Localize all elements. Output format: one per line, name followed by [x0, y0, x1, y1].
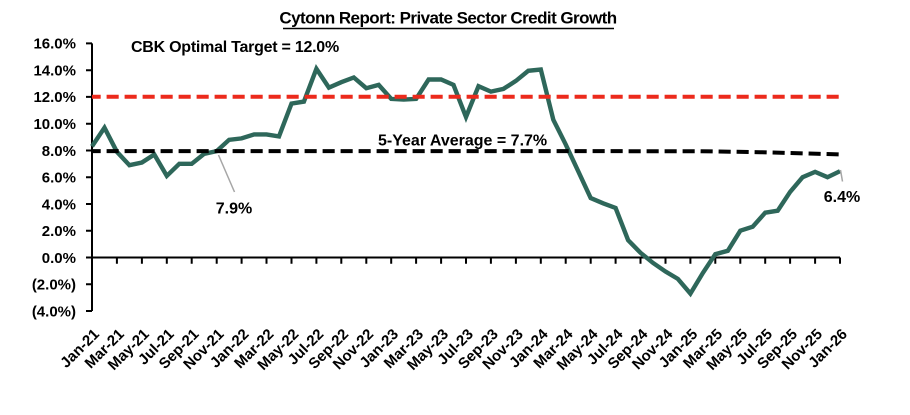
svg-text:16.0%: 16.0%	[33, 36, 76, 53]
svg-text:14.0%: 14.0%	[33, 63, 76, 80]
svg-text:7.9%: 7.9%	[216, 201, 252, 218]
svg-text:12.0%: 12.0%	[33, 89, 76, 106]
svg-text:4.0%: 4.0%	[42, 196, 76, 213]
svg-text:0.0%: 0.0%	[42, 250, 76, 267]
svg-text:5-Year Average = 7.7%: 5-Year Average = 7.7%	[378, 133, 547, 150]
svg-text:(4.0%): (4.0%)	[32, 303, 76, 320]
svg-text:2.0%: 2.0%	[42, 223, 76, 240]
svg-text:6.0%: 6.0%	[42, 170, 76, 187]
svg-text:8.0%: 8.0%	[42, 143, 76, 160]
svg-text:(2.0%): (2.0%)	[32, 277, 76, 294]
svg-text:Cytonn Report: Private Sector: Cytonn Report: Private Sector Credit Gro…	[279, 9, 616, 28]
svg-text:10.0%: 10.0%	[33, 116, 76, 133]
svg-text:6.4%: 6.4%	[824, 189, 860, 206]
svg-text:CBK Optimal Target = 12.0%: CBK Optimal Target = 12.0%	[131, 39, 339, 56]
